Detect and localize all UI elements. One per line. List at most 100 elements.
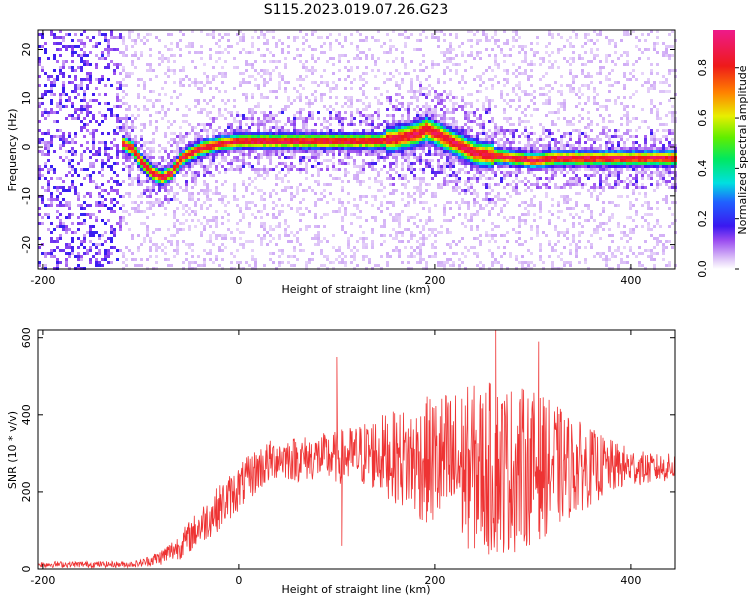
spectrogram-cell <box>152 165 155 168</box>
spectrogram-cell <box>344 231 347 234</box>
spectrogram-cell <box>86 54 89 57</box>
spectrogram-cell <box>122 195 125 198</box>
spectrogram-cell <box>242 216 245 219</box>
spectrogram-cell <box>494 42 497 45</box>
spectrogram-cell <box>80 69 83 72</box>
spectrogram-cell <box>341 45 344 48</box>
spectrogram-cell <box>317 231 320 234</box>
spectrogram-cell <box>128 249 131 252</box>
spectrogram-cell <box>500 144 503 147</box>
spectrogram-cell <box>386 147 389 150</box>
spectrogram-cell <box>146 39 149 42</box>
spectrogram-cell <box>47 252 50 255</box>
spectrogram-cell <box>464 105 467 108</box>
spectrogram-cell <box>485 150 488 153</box>
spectrogram-cell <box>140 129 143 132</box>
spectrogram-cell <box>263 54 266 57</box>
spectrogram-cell <box>182 138 185 141</box>
spectrogram-cell <box>350 222 353 225</box>
spectrogram-cell <box>68 141 71 144</box>
spectrogram-cell <box>146 234 149 237</box>
spectrogram-cell <box>38 84 41 87</box>
spectrogram-cell <box>452 135 455 138</box>
spectrogram-cell <box>485 99 488 102</box>
spectrogram-cell <box>341 105 344 108</box>
spectrogram-cell <box>395 57 398 60</box>
spectrogram-cell <box>443 111 446 114</box>
spectrogram-cell <box>332 108 335 111</box>
spectrogram-cell <box>77 45 80 48</box>
spectrogram-cell <box>275 150 278 153</box>
spectrogram-cell <box>44 93 47 96</box>
spectrogram-cell <box>260 153 263 156</box>
spectrogram-cell <box>395 147 398 150</box>
spectrogram-cell <box>398 132 401 135</box>
spectrogram-cell <box>107 261 110 264</box>
spectrogram-cell <box>206 195 209 198</box>
spectrogram-cell <box>329 138 332 141</box>
spectrogram-cell <box>533 156 536 159</box>
spectrogram-cell <box>287 36 290 39</box>
spectrogram-cell <box>188 144 191 147</box>
spectrogram-cell <box>137 249 140 252</box>
spectrogram-cell <box>473 198 476 201</box>
spectrogram-cell <box>284 147 287 150</box>
spectrogram-cell <box>305 150 308 153</box>
spectrogram-cell <box>515 153 518 156</box>
spectrogram-cell <box>404 123 407 126</box>
spectrogram-cell <box>359 120 362 123</box>
spectrogram-cell <box>416 252 419 255</box>
spectrogram-cell <box>197 264 200 267</box>
spectrogram-cell <box>515 255 518 258</box>
spectrogram-cell <box>500 129 503 132</box>
spectrogram-cell <box>263 237 266 240</box>
spectrogram-cell <box>509 165 512 168</box>
spectrogram-cell <box>218 147 221 150</box>
spectrogram-cell <box>311 165 314 168</box>
spectrogram-cell <box>269 168 272 171</box>
spectrogram-cell <box>284 123 287 126</box>
spectrogram-cell <box>209 123 212 126</box>
spectrogram-cell <box>332 198 335 201</box>
spectrogram-cell <box>386 120 389 123</box>
spectrogram-cell <box>242 117 245 120</box>
spectrogram-cell <box>287 147 290 150</box>
spectrogram-cell <box>359 216 362 219</box>
spectrogram-cell <box>206 135 209 138</box>
spectrogram-cell <box>314 81 317 84</box>
spectrogram-cell <box>479 261 482 264</box>
spectrogram-cell <box>179 201 182 204</box>
spectrogram-cell <box>398 225 401 228</box>
spectrogram-cell <box>419 243 422 246</box>
spectrogram-cell <box>332 141 335 144</box>
spectrogram-cell <box>359 225 362 228</box>
spectrogram-cell <box>530 99 533 102</box>
spectrogram-cell <box>407 132 410 135</box>
spectrogram-cell <box>269 138 272 141</box>
spectrogram-cell <box>485 234 488 237</box>
spectrogram-cell <box>497 261 500 264</box>
spectrogram-cell <box>356 153 359 156</box>
spectrogram-cell <box>89 192 92 195</box>
spectrogram-cell <box>101 162 104 165</box>
spectrogram-cell <box>263 78 266 81</box>
spectrogram-cell <box>446 243 449 246</box>
spectrogram-cell <box>131 147 134 150</box>
spectrogram-cell <box>470 102 473 105</box>
spectrogram-cell <box>233 186 236 189</box>
figure-title: S115.2023.019.07.26.G23 <box>264 2 449 18</box>
spectrogram-cell <box>47 150 50 153</box>
spectrogram-cell <box>470 39 473 42</box>
spectrogram-cell <box>134 264 137 267</box>
spectrogram-cell <box>176 249 179 252</box>
spectrogram-cell <box>59 69 62 72</box>
spectrogram-cell <box>209 33 212 36</box>
spectrogram-cell <box>206 207 209 210</box>
spectrogram-cell <box>83 117 86 120</box>
spectrogram-cell <box>347 237 350 240</box>
spectrogram-cell <box>71 51 74 54</box>
spectrogram-cell <box>164 246 167 249</box>
spectrogram-cell <box>179 186 182 189</box>
spectrogram-cell <box>353 213 356 216</box>
spectrogram-cell <box>266 39 269 42</box>
